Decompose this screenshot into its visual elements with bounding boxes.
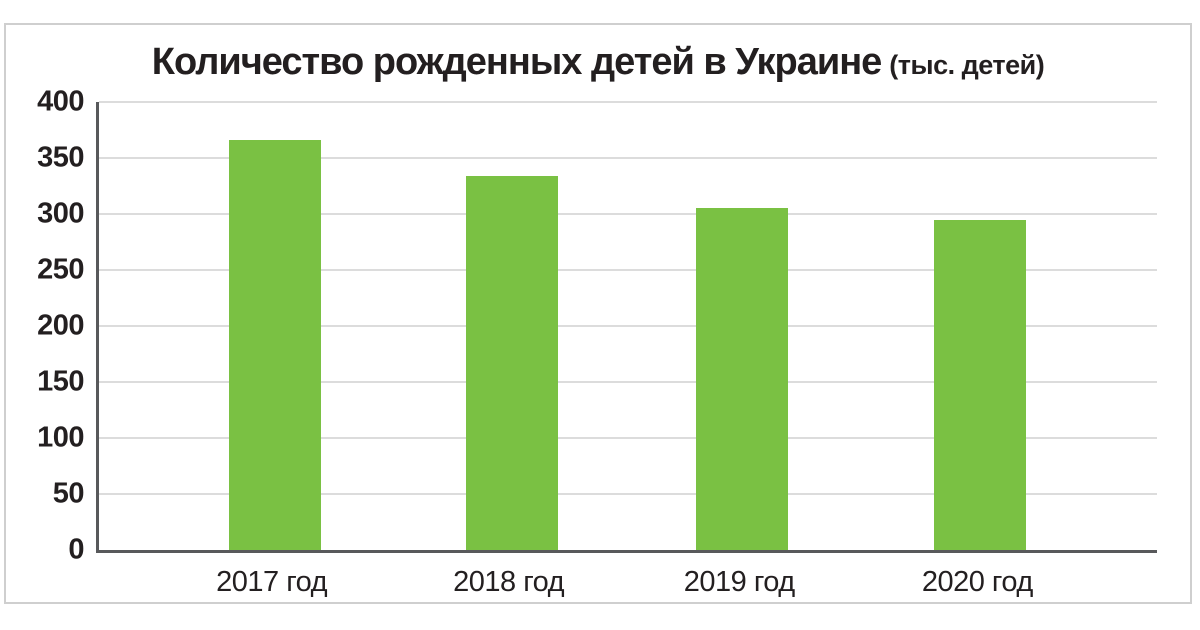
gridline-100: [99, 437, 1157, 439]
gridline-50: [99, 493, 1157, 495]
gridline-300: [99, 213, 1157, 215]
chart-title-text: Количество рожденных детей в Украине: [151, 41, 883, 83]
y-tick-label-150: 150: [37, 365, 84, 398]
y-tick-label-250: 250: [37, 253, 84, 286]
y-axis-tick-labels: 0 50 100 150 200 250 300 350 400: [6, 87, 85, 564]
bar-2017: [228, 140, 321, 550]
gridline-400: [99, 101, 1157, 103]
bar-2018: [465, 175, 558, 550]
gridline-200: [99, 325, 1157, 327]
x-tick-label-2020: 2020 год: [921, 566, 1033, 598]
y-tick-label-100: 100: [37, 421, 84, 454]
bar-2020: [934, 219, 1027, 550]
gridline-250: [99, 269, 1157, 271]
y-tick-label-400: 400: [37, 85, 84, 118]
chart-frame-border: Количество рожденных детей в Украине (тыс…: [4, 23, 1192, 604]
y-tick-label-300: 300: [37, 197, 84, 230]
y-tick-label-350: 350: [37, 141, 84, 174]
x-tick-label-2017: 2017 год: [216, 566, 328, 598]
bar-2019: [696, 208, 789, 550]
y-tick-label-50: 50: [52, 477, 85, 510]
gridline-350: [99, 157, 1157, 159]
chart-title-unit: (тыс. детей): [889, 50, 1045, 80]
plot-area: [96, 101, 1157, 553]
x-tick-label-2018: 2018 год: [453, 566, 565, 598]
x-tick-label-2019: 2019 год: [683, 566, 795, 598]
chart-title: Количество рожденных детей в Украине (тыс…: [6, 41, 1190, 84]
y-tick-label-200: 200: [37, 309, 84, 342]
x-axis-tick-labels: 2017 год 2018 год 2019 год 2020 год: [96, 562, 1154, 604]
y-tick-label-0: 0: [68, 533, 84, 566]
gridline-150: [99, 381, 1157, 383]
